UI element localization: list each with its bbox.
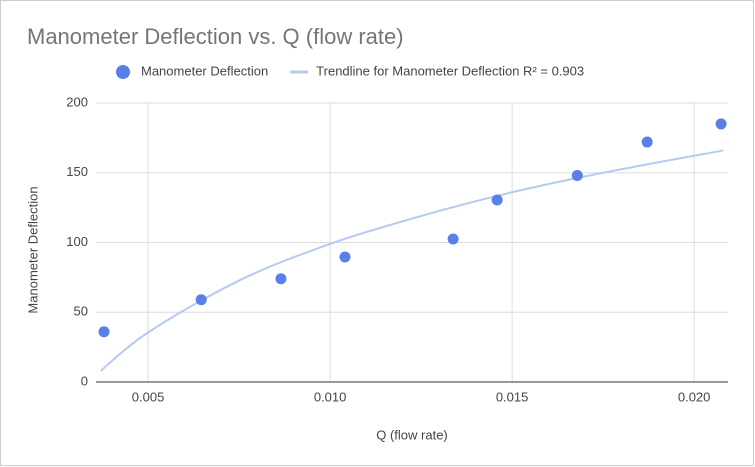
data-point <box>447 233 459 245</box>
y-tick-label: 200 <box>66 94 88 109</box>
x-tick-label: 0.020 <box>678 389 711 404</box>
legend-label: Trendline for Manometer Deflection R² = … <box>316 63 584 78</box>
data-point <box>715 118 727 130</box>
data-point <box>195 294 207 306</box>
y-tick-label: 0 <box>81 373 88 388</box>
chart-title: Manometer Deflection vs. Q (flow rate) <box>27 24 404 49</box>
x-tick-label: 0.010 <box>314 389 347 404</box>
trendline <box>100 149 724 372</box>
data-point <box>275 273 287 285</box>
legend-marker <box>116 65 130 79</box>
legend-label: Manometer Deflection <box>141 63 268 78</box>
data-point <box>339 251 351 263</box>
data-point <box>571 170 583 182</box>
x-tick-label: 0.005 <box>132 389 165 404</box>
data-point <box>491 194 503 206</box>
data-point <box>641 136 653 148</box>
data-point <box>98 326 110 338</box>
y-tick-label: 50 <box>74 304 88 319</box>
y-axis-title: Manometer Deflection <box>25 186 40 313</box>
y-tick-label: 150 <box>66 164 88 179</box>
x-axis-title: Q (flow rate) <box>376 427 448 442</box>
y-tick-label: 100 <box>66 234 88 249</box>
x-tick-label: 0.015 <box>496 389 529 404</box>
